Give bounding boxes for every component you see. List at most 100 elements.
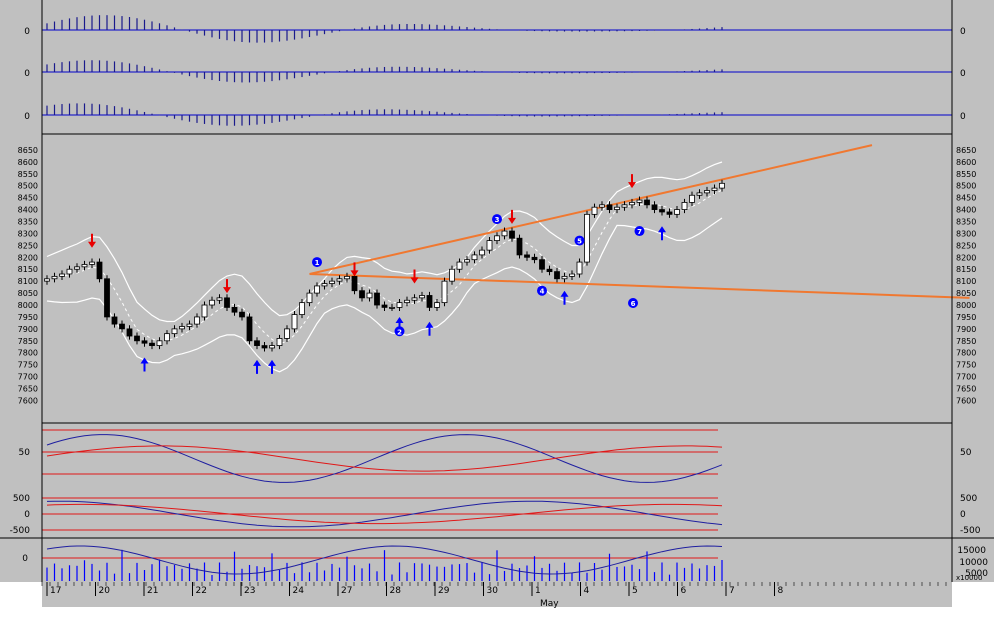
price-tick-right-14: 7950 — [956, 313, 976, 322]
month-label: May — [540, 599, 559, 609]
candle-body-62 — [509, 230, 515, 239]
wave-label-3: 4 — [540, 288, 545, 296]
price-tick-right-9: 8200 — [956, 253, 976, 262]
ind2-label-right-0: 500 — [960, 494, 977, 504]
price-tick-right-16: 7850 — [956, 337, 976, 346]
candle-body-12 — [134, 335, 140, 342]
sell-arrow-5 — [628, 174, 636, 189]
candle-body-6 — [89, 261, 95, 265]
price-tick-left-12: 8050 — [18, 289, 38, 298]
candle-body-1 — [51, 275, 58, 280]
ind2-label-right-1: 0 — [960, 510, 966, 520]
candle-body-34 — [299, 302, 305, 315]
bollinger-upper-band — [46, 161, 723, 323]
wave-marker-3 — [537, 285, 547, 296]
price-tick-left-5: 8400 — [18, 206, 38, 215]
candle-body-36 — [314, 285, 320, 294]
candle-body-20 — [194, 316, 200, 325]
price-tick-left-11: 8100 — [18, 277, 38, 286]
price-tick-left-0: 8650 — [18, 146, 38, 155]
wave-marker-5 — [628, 298, 638, 308]
candle-body-26 — [239, 311, 245, 318]
price-tick-right-7: 8300 — [956, 229, 976, 238]
ind2-label-left-2: -500 — [10, 526, 31, 536]
buy-arrow-2 — [268, 359, 276, 374]
candle-body-74 — [599, 204, 605, 208]
volume-zero-label: 0 — [22, 554, 28, 564]
ind2-label-left-1: 0 — [24, 510, 30, 520]
date-label-1: 20 — [99, 586, 111, 596]
sell-arrow-4 — [508, 209, 516, 224]
candle-body-25 — [231, 307, 238, 313]
candle-body-15 — [156, 340, 163, 346]
candle-body-35 — [306, 292, 313, 304]
date-label-14: 7 — [729, 586, 735, 596]
price-tick-right-4: 8450 — [956, 194, 976, 203]
candle-body-87 — [696, 192, 703, 196]
candle-body-4 — [74, 266, 80, 270]
price-tick-left-14: 7950 — [18, 313, 38, 322]
candle-body-23 — [216, 297, 223, 301]
volume-panel — [42, 545, 723, 581]
candle-body-69 — [561, 275, 568, 280]
candle-body-33 — [291, 314, 298, 330]
price-tick-left-9: 8200 — [18, 253, 38, 262]
candle-body-56 — [464, 259, 470, 263]
candle-body-73 — [591, 206, 598, 215]
candle-body-32 — [284, 328, 290, 339]
price-tick-right-18: 7750 — [956, 361, 976, 370]
price-tick-right-11: 8100 — [956, 277, 976, 286]
candle-body-3 — [66, 268, 73, 275]
price-tick-left-1: 8600 — [18, 158, 38, 167]
candle-body-85 — [681, 202, 688, 210]
candle-body-81 — [651, 204, 658, 210]
price-tick-right-15: 7900 — [956, 325, 976, 334]
candle-body-41 — [351, 275, 358, 292]
candle-body-64 — [524, 254, 530, 258]
sell-arrow-3 — [410, 269, 419, 284]
ind2-label-right-2: -500 — [960, 526, 981, 536]
osc-zero-label-left-1: 0 — [24, 69, 30, 79]
candle-body-8 — [104, 278, 110, 318]
sell-arrow-2 — [350, 262, 359, 277]
price-tick-right-3: 8500 — [956, 182, 976, 191]
price-tick-left-3: 8500 — [18, 182, 38, 191]
volume-axis-label-2: 5000 — [965, 569, 988, 579]
ind2-line-b — [46, 503, 723, 525]
candle-body-58 — [479, 249, 485, 256]
buy-arrow-6 — [658, 226, 666, 241]
candle-body-89 — [711, 187, 718, 191]
price-tick-left-6: 8350 — [18, 218, 38, 227]
buy-arrow-1 — [253, 359, 261, 374]
date-label-7: 28 — [390, 586, 402, 596]
candle-body-29 — [261, 345, 268, 349]
candle-body-83 — [666, 211, 673, 215]
wave-label-5: 6 — [631, 300, 636, 308]
candle-body-28 — [254, 340, 260, 346]
volume-axis-label-0: 15000 — [957, 546, 986, 556]
candle-body-45 — [381, 304, 388, 308]
price-tick-left-19: 7700 — [18, 373, 38, 382]
date-label-5: 24 — [293, 586, 305, 596]
candle-body-7 — [96, 261, 103, 280]
osc-zero-label-right-0: 0 — [960, 27, 966, 37]
date-axis-strip — [42, 582, 952, 607]
candle-body-43 — [366, 292, 373, 299]
price-tick-right-20: 7650 — [956, 385, 976, 394]
candle-body-22 — [209, 299, 215, 306]
date-label-6: 27 — [341, 586, 352, 596]
date-label-10: 1 — [535, 586, 541, 596]
candle-body-14 — [149, 342, 155, 346]
price-tick-left-21: 7600 — [18, 396, 38, 405]
wave-marker-6 — [634, 226, 645, 237]
candle-body-80 — [644, 199, 650, 206]
price-tick-right-2: 8550 — [956, 170, 976, 179]
candle-body-5 — [81, 264, 88, 268]
candle-body-19 — [186, 323, 193, 327]
osc-zero-label-left-0: 0 — [24, 27, 30, 37]
price-tick-left-15: 7900 — [18, 325, 38, 334]
candle-body-17 — [171, 328, 178, 335]
candle-body-70 — [569, 273, 575, 277]
